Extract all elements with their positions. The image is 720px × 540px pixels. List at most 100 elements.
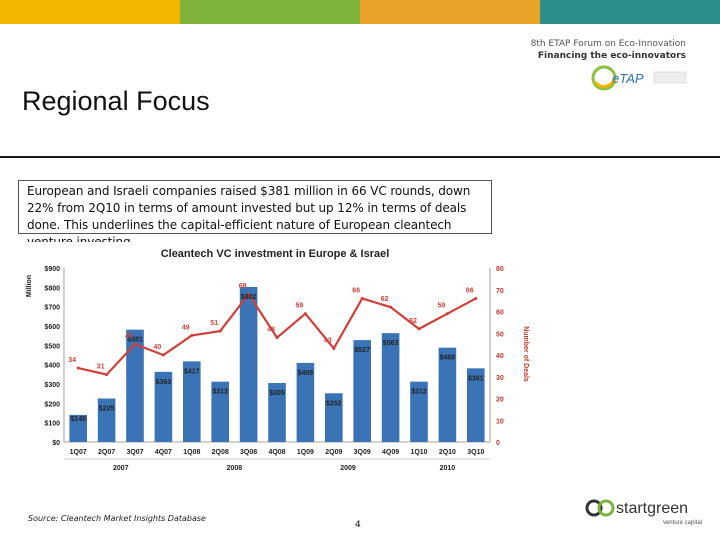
deals-point-3Q07 bbox=[133, 342, 137, 346]
y2-tick-label: 40 bbox=[496, 353, 504, 360]
y-tick-label: $200 bbox=[44, 401, 60, 408]
deals-point-1Q07 bbox=[76, 366, 80, 370]
y-tick-label: $800 bbox=[44, 285, 60, 292]
y2-tick-label: 10 bbox=[496, 418, 504, 425]
deals-point-4Q07 bbox=[161, 353, 165, 357]
deals-point-2Q10 bbox=[445, 312, 449, 316]
bar-value-label: $563 bbox=[383, 340, 399, 347]
x-tick-label: 3Q09 bbox=[354, 449, 371, 456]
y-tick-label: $900 bbox=[44, 266, 60, 273]
title-divider bbox=[0, 156, 720, 158]
deals-point-2Q07 bbox=[105, 373, 109, 377]
y-tick-label: $400 bbox=[44, 363, 60, 370]
chart-title: Cleantech VC investment in Europe & Isra… bbox=[161, 248, 390, 260]
bar-value-label: $802 bbox=[241, 294, 257, 301]
forum-header: 8th ETAP Forum on Eco-Innovation Financi… bbox=[531, 38, 686, 62]
deals-point-3Q08 bbox=[247, 292, 251, 296]
bar-1Q08 bbox=[182, 361, 201, 442]
startgreen-logo-text: startgreen bbox=[616, 500, 688, 517]
band-segment bbox=[0, 0, 180, 24]
x-tick-label: 2Q09 bbox=[325, 449, 342, 456]
x-tick-label: 1Q07 bbox=[70, 449, 87, 456]
bar-4Q08 bbox=[268, 383, 286, 442]
bar-value-label: $312 bbox=[411, 389, 427, 396]
bar-value-label: $417 bbox=[184, 368, 200, 375]
deals-value-label: 66 bbox=[352, 287, 360, 294]
y-tick-label: $100 bbox=[44, 421, 60, 428]
bar-value-label: $305 bbox=[269, 390, 285, 397]
deals-value-label: 51 bbox=[210, 320, 218, 327]
deals-point-1Q09 bbox=[303, 312, 307, 316]
y2-tick-label: 50 bbox=[496, 331, 504, 338]
bar-2Q10 bbox=[438, 347, 457, 442]
deals-value-label: 52 bbox=[409, 318, 417, 325]
y2-tick-label: 30 bbox=[496, 375, 504, 382]
bar-3Q07 bbox=[126, 329, 144, 442]
bar-value-label: $488 bbox=[440, 355, 456, 362]
deals-value-label: 43 bbox=[324, 337, 332, 344]
deals-point-2Q08 bbox=[218, 329, 222, 333]
y-tick-label: $500 bbox=[44, 343, 60, 350]
y2-tick-label: 0 bbox=[496, 440, 500, 447]
forum-subtitle: Financing the eco-innovators bbox=[537, 51, 686, 61]
x-tick-label: 2Q08 bbox=[212, 449, 229, 456]
y2-tick-label: 60 bbox=[496, 310, 504, 317]
bar-value-label: $381 bbox=[468, 375, 484, 382]
bar-2Q07 bbox=[97, 398, 116, 442]
deals-value-label: 59 bbox=[296, 303, 304, 310]
bar-value-label: $409 bbox=[298, 370, 314, 377]
bar-value-label: $140 bbox=[70, 416, 86, 423]
deals-point-2Q09 bbox=[332, 346, 336, 350]
source-note: Source: Cleantech Market Insights Databa… bbox=[28, 514, 206, 523]
x-tick-label: 1Q08 bbox=[183, 449, 200, 456]
y2-tick-label: 20 bbox=[496, 397, 504, 404]
x-tick-label: 4Q07 bbox=[155, 449, 172, 456]
deals-value-label: 48 bbox=[267, 327, 275, 334]
bar-value-label: $312 bbox=[212, 389, 228, 396]
etap-logo-swirl-icon bbox=[591, 65, 617, 91]
deals-value-label: 31 bbox=[97, 364, 105, 371]
etap-logo-text: eTAP bbox=[612, 71, 644, 86]
bar-2Q09 bbox=[324, 393, 343, 442]
deals-value-label: 49 bbox=[182, 324, 190, 331]
deals-value-label: 62 bbox=[381, 296, 389, 303]
y-tick-label: $300 bbox=[44, 382, 60, 389]
deals-point-1Q10 bbox=[417, 327, 421, 331]
bar-value-label: $252 bbox=[326, 400, 342, 407]
y-tick-label: $600 bbox=[44, 324, 60, 331]
startgreen-logo-icon bbox=[585, 499, 603, 517]
page-number: 4 bbox=[355, 520, 361, 530]
deals-value-label: 34 bbox=[68, 357, 76, 364]
y2-axis-label: Number of Deals bbox=[522, 326, 529, 382]
year-group-label: 2010 bbox=[440, 465, 456, 472]
x-tick-label: 3Q08 bbox=[240, 449, 257, 456]
deals-value-label: 68 bbox=[239, 283, 247, 290]
deals-value-label: 59 bbox=[438, 303, 446, 310]
etap-logo: eTAP bbox=[591, 65, 687, 91]
year-group-label: 2007 bbox=[113, 465, 129, 472]
bar-3Q09 bbox=[353, 340, 372, 442]
deals-point-4Q09 bbox=[389, 305, 393, 309]
page-title: Regional Focus bbox=[22, 86, 210, 116]
bar-value-label: $527 bbox=[354, 347, 370, 354]
deals-value-label: 40 bbox=[154, 344, 162, 351]
x-tick-label: 3Q10 bbox=[467, 449, 484, 456]
deals-point-1Q08 bbox=[190, 333, 194, 337]
bar-1Q07 bbox=[69, 414, 88, 442]
deals-point-4Q08 bbox=[275, 336, 279, 340]
band-segment bbox=[540, 0, 720, 24]
bar-3Q08 bbox=[239, 286, 258, 442]
y-axis-label: Million bbox=[26, 275, 33, 297]
band-segment bbox=[180, 0, 360, 24]
y2-tick-label: 70 bbox=[496, 288, 504, 295]
year-group-label: 2008 bbox=[227, 465, 243, 472]
deals-value-label: 45 bbox=[125, 333, 133, 340]
deals-value-label: 66 bbox=[466, 287, 474, 294]
bar-value-label: $225 bbox=[99, 406, 115, 413]
x-tick-label: 4Q09 bbox=[382, 449, 399, 456]
bar-2Q08 bbox=[211, 381, 230, 442]
band-segment bbox=[360, 0, 540, 24]
summary-textbox: European and Israeli companies raised $3… bbox=[18, 180, 492, 249]
bar-4Q07 bbox=[154, 371, 173, 442]
startgreen-logo-subtext: venture capital bbox=[663, 520, 702, 526]
